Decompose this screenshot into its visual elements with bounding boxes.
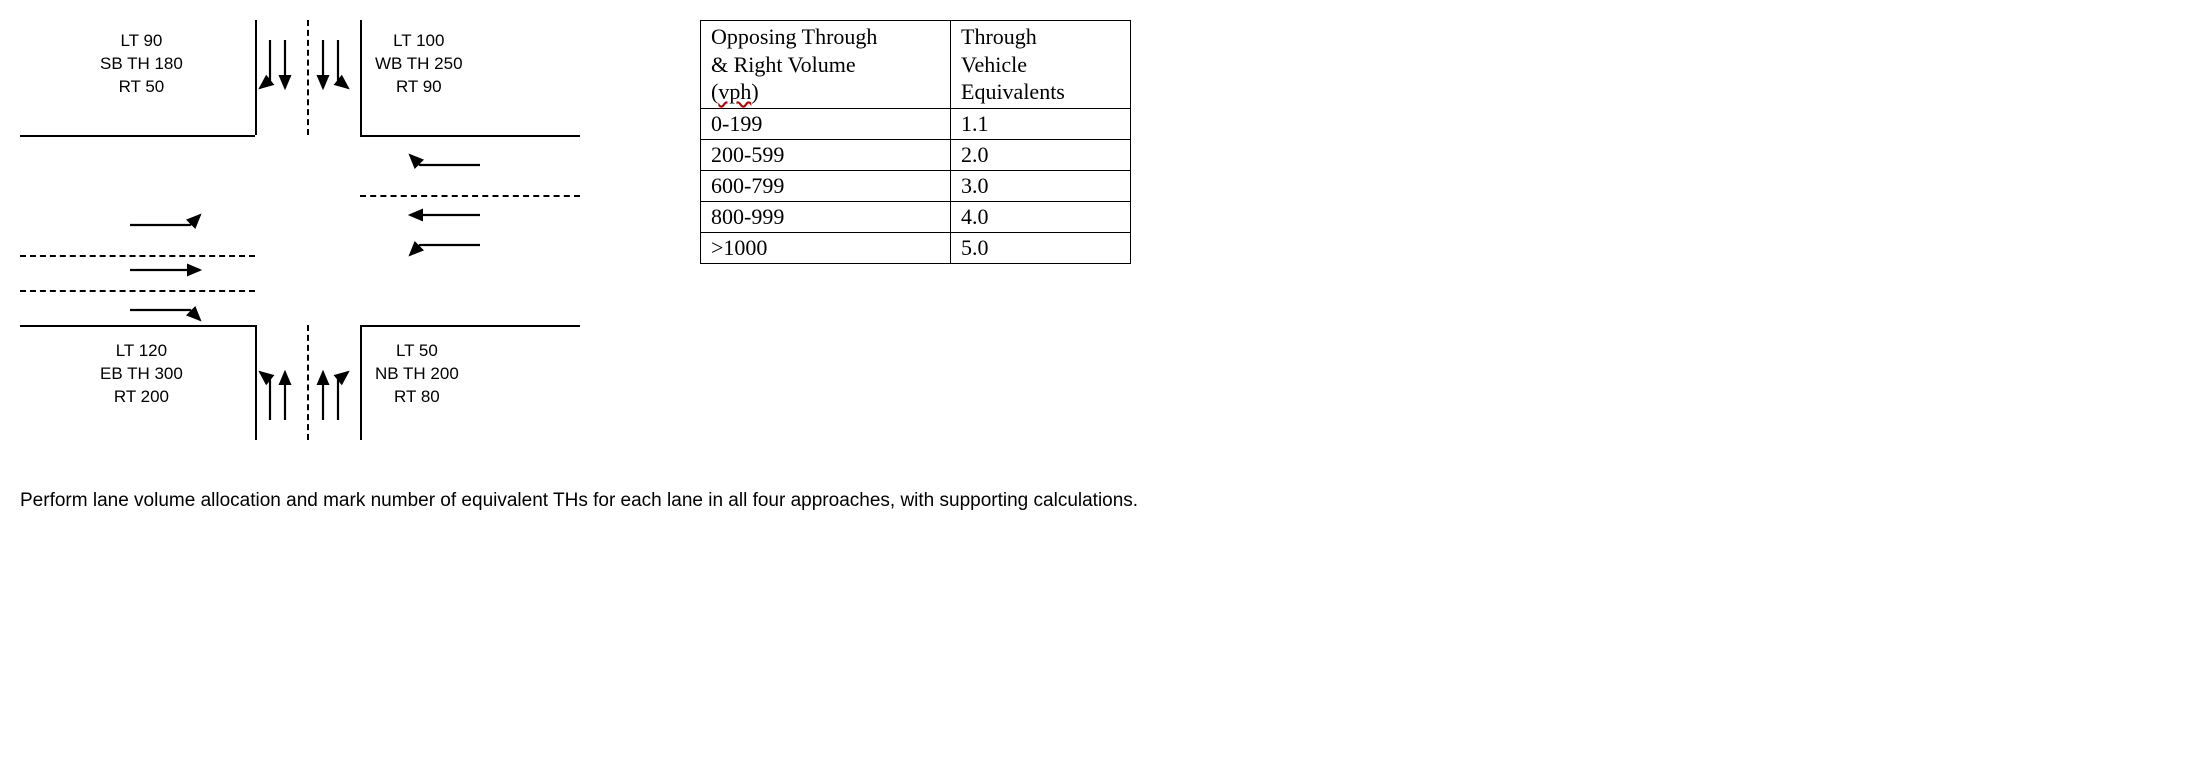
wb-lt: LT 100	[375, 30, 463, 53]
table-row: >1000 5.0	[701, 232, 1131, 263]
table-row: 200-599 2.0	[701, 139, 1131, 170]
range-cell: 600-799	[701, 170, 951, 201]
wb-rt: RT 90	[375, 76, 463, 99]
intersection-diagram: LT 90 SB TH 180 RT 50 LT 100 WB TH 250 R…	[20, 20, 580, 440]
eb-rt: RT 200	[100, 386, 183, 409]
sb-rt: RT 50	[100, 76, 183, 99]
wb-th: WB TH 250	[375, 53, 463, 76]
col1-vph: vph	[718, 79, 751, 104]
col2-line2: Vehicle	[961, 52, 1027, 77]
nb-th: NB TH 200	[375, 363, 459, 386]
nb-rt: RT 80	[375, 386, 459, 409]
sb-lt: LT 90	[100, 30, 183, 53]
eb-lt: LT 120	[100, 340, 183, 363]
range-cell: 200-599	[701, 139, 951, 170]
range-cell: 800-999	[701, 201, 951, 232]
equiv-cell: 5.0	[951, 232, 1131, 263]
nb-lt: LT 50	[375, 340, 459, 363]
range-cell: 0-199	[701, 108, 951, 139]
eb-volumes: LT 120 EB TH 300 RT 200	[100, 340, 183, 409]
question-text: Perform lane volume allocation and mark …	[20, 490, 2176, 512]
col2-line1: Through	[961, 24, 1037, 49]
col1-header: Opposing Through & Right Volume (vph)	[701, 21, 951, 109]
equivalents-table: Opposing Through & Right Volume (vph) Th…	[700, 20, 1131, 264]
col2-header: Through Vehicle Equivalents	[951, 21, 1131, 109]
col1-line2: & Right Volume	[711, 52, 856, 77]
equiv-cell: 4.0	[951, 201, 1131, 232]
table-row: 600-799 3.0	[701, 170, 1131, 201]
table-row: 0-199 1.1	[701, 108, 1131, 139]
equiv-cell: 3.0	[951, 170, 1131, 201]
sb-th: SB TH 180	[100, 53, 183, 76]
eb-th: EB TH 300	[100, 363, 183, 386]
nb-volumes: LT 50 NB TH 200 RT 80	[375, 340, 459, 409]
range-cell: >1000	[701, 232, 951, 263]
col2-line3: Equivalents	[961, 79, 1065, 104]
equiv-cell: 2.0	[951, 139, 1131, 170]
main-container: LT 90 SB TH 180 RT 50 LT 100 WB TH 250 R…	[20, 20, 2176, 440]
sb-volumes: LT 90 SB TH 180 RT 50	[100, 30, 183, 99]
equiv-cell: 1.1	[951, 108, 1131, 139]
wb-volumes: LT 100 WB TH 250 RT 90	[375, 30, 463, 99]
table-row: 800-999 4.0	[701, 201, 1131, 232]
col1-line1: Opposing Through	[711, 24, 877, 49]
